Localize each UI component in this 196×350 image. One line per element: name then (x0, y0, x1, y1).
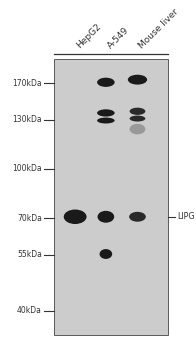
Bar (54, 58, 168, 335)
Ellipse shape (97, 78, 115, 87)
Text: 55kDa: 55kDa (17, 250, 42, 259)
Text: 130kDa: 130kDa (12, 115, 42, 124)
Ellipse shape (130, 116, 145, 121)
Ellipse shape (97, 118, 115, 124)
Text: 40kDa: 40kDa (17, 306, 42, 315)
Ellipse shape (130, 124, 145, 134)
Ellipse shape (128, 75, 147, 85)
Text: LIPG: LIPG (177, 212, 195, 221)
Ellipse shape (130, 108, 145, 115)
Text: 170kDa: 170kDa (12, 79, 42, 88)
Ellipse shape (98, 211, 114, 223)
Text: HepG2: HepG2 (75, 22, 103, 50)
Ellipse shape (100, 249, 112, 259)
Text: Mouse liver: Mouse liver (137, 7, 181, 50)
Ellipse shape (97, 109, 115, 117)
Text: 100kDa: 100kDa (12, 164, 42, 174)
Ellipse shape (64, 210, 87, 224)
Ellipse shape (129, 212, 146, 222)
Text: A-549: A-549 (106, 26, 131, 50)
Text: 70kDa: 70kDa (17, 214, 42, 223)
